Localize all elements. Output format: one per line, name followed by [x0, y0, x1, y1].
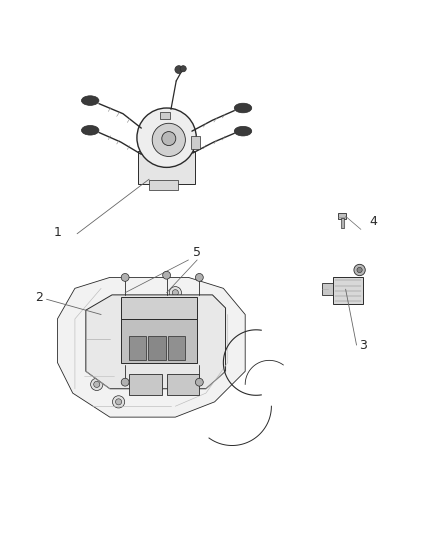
- Circle shape: [121, 378, 129, 386]
- Ellipse shape: [81, 125, 99, 135]
- Circle shape: [162, 271, 170, 279]
- FancyBboxPatch shape: [149, 181, 177, 190]
- Ellipse shape: [234, 103, 252, 113]
- Polygon shape: [57, 277, 245, 417]
- FancyBboxPatch shape: [332, 277, 363, 304]
- Circle shape: [354, 264, 365, 276]
- Ellipse shape: [81, 96, 99, 106]
- FancyBboxPatch shape: [168, 336, 185, 360]
- Polygon shape: [121, 297, 197, 319]
- Circle shape: [180, 66, 186, 72]
- Circle shape: [195, 273, 203, 281]
- Circle shape: [175, 66, 183, 74]
- Circle shape: [191, 374, 203, 386]
- FancyBboxPatch shape: [191, 135, 200, 149]
- FancyBboxPatch shape: [166, 374, 199, 395]
- FancyBboxPatch shape: [129, 336, 146, 360]
- Text: 2: 2: [35, 292, 43, 304]
- Circle shape: [172, 289, 178, 296]
- Circle shape: [116, 399, 122, 405]
- Text: 4: 4: [370, 215, 378, 228]
- Circle shape: [91, 378, 103, 391]
- Text: 3: 3: [359, 340, 367, 352]
- Circle shape: [121, 273, 129, 281]
- Circle shape: [194, 377, 200, 383]
- FancyBboxPatch shape: [321, 282, 333, 295]
- Circle shape: [113, 395, 125, 408]
- FancyBboxPatch shape: [130, 374, 162, 395]
- Circle shape: [152, 123, 185, 157]
- Circle shape: [137, 108, 196, 167]
- Text: 5: 5: [193, 246, 201, 259]
- Polygon shape: [121, 319, 197, 362]
- Circle shape: [357, 268, 362, 272]
- Circle shape: [169, 287, 181, 299]
- FancyBboxPatch shape: [148, 336, 166, 360]
- Circle shape: [94, 381, 100, 387]
- Text: 1: 1: [53, 226, 61, 239]
- FancyBboxPatch shape: [138, 151, 195, 183]
- Circle shape: [195, 378, 203, 386]
- FancyBboxPatch shape: [160, 111, 170, 119]
- Polygon shape: [86, 295, 226, 389]
- Circle shape: [162, 132, 176, 146]
- FancyBboxPatch shape: [338, 213, 346, 220]
- FancyBboxPatch shape: [341, 219, 344, 228]
- Ellipse shape: [234, 126, 252, 136]
